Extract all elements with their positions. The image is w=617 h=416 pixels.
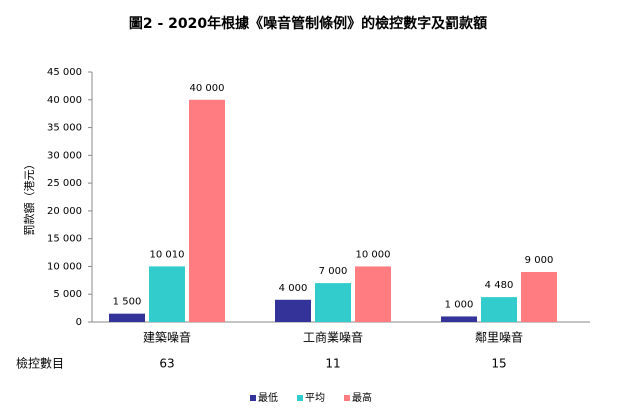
y-tick-label: 15 000 — [47, 234, 82, 245]
bar — [275, 299, 311, 322]
x-tick-label: 建築噪音 — [143, 330, 191, 345]
y-tick-label: 35 000 — [47, 123, 82, 134]
count-value: 63 — [159, 357, 174, 371]
count-label: 檢控數目 — [16, 356, 64, 371]
data-label: 4 000 — [279, 283, 308, 294]
count-value: 11 — [325, 357, 340, 371]
legend-label: 最低 — [258, 391, 278, 404]
y-tick-label: 10 000 — [47, 261, 82, 272]
legend-label: 最高 — [352, 391, 372, 404]
bar — [441, 316, 477, 322]
y-tick-label: 25 000 — [47, 178, 82, 189]
y-tick-label: 0 — [76, 317, 82, 328]
data-label: 10 000 — [356, 249, 391, 260]
bar — [521, 272, 557, 322]
data-label: 40 000 — [190, 83, 225, 94]
bar — [481, 297, 517, 322]
data-label: 10 010 — [150, 249, 185, 260]
bar — [315, 283, 351, 322]
bar — [109, 313, 145, 322]
y-tick-label: 30 000 — [47, 150, 82, 161]
y-tick-label: 45 000 — [47, 67, 82, 78]
y-axis-label: 罰款額（港元） — [22, 159, 36, 236]
y-tick-label: 5 000 — [53, 289, 82, 300]
bar — [189, 99, 225, 323]
legend-swatch — [250, 395, 256, 401]
count-value: 15 — [491, 357, 506, 371]
data-label: 9 000 — [525, 255, 554, 266]
legend-label: 平均 — [305, 392, 325, 404]
x-tick-label: 工商業噪音 — [303, 330, 363, 345]
data-label: 7 000 — [319, 266, 348, 277]
legend-swatch — [297, 395, 303, 401]
chart-title: 圖2 - 2020年根據《噪音管制條例》的檢控數字及罰款額 — [129, 15, 487, 32]
y-tick-label: 20 000 — [47, 206, 82, 217]
y-tick-label: 40 000 — [47, 95, 82, 106]
data-label: 4 480 — [485, 280, 514, 291]
legend-swatch — [344, 395, 350, 401]
data-label: 1 000 — [445, 299, 474, 310]
bar — [355, 266, 391, 322]
bar — [149, 266, 185, 322]
data-label: 1 500 — [113, 297, 142, 308]
x-tick-label: 鄰里噪音 — [475, 330, 523, 345]
